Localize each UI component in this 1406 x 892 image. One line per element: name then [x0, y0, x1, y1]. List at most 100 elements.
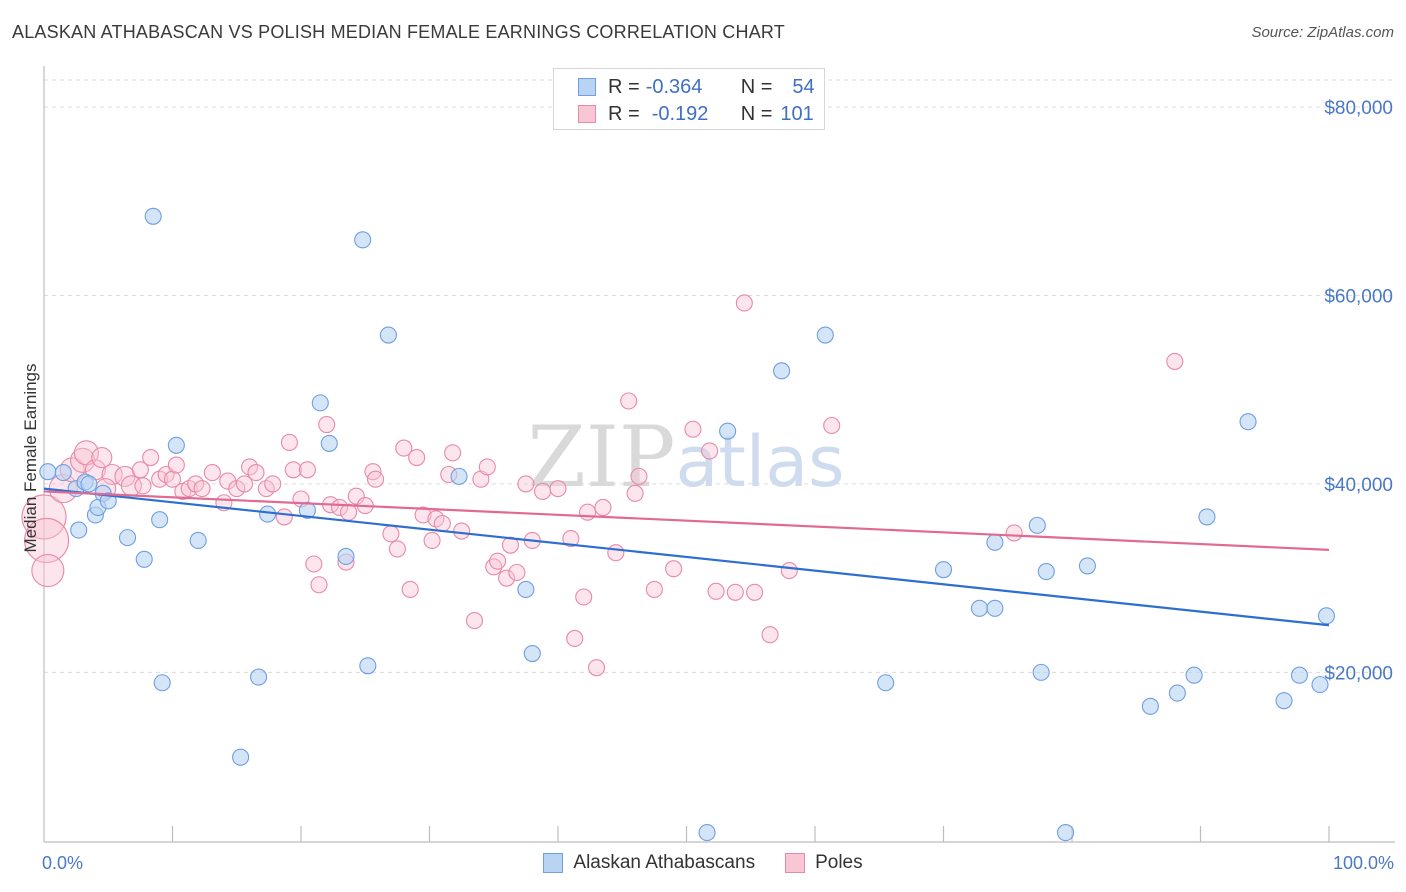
r-label: R = [608, 102, 640, 125]
point-alaskan [1057, 824, 1075, 842]
point-poles [408, 448, 426, 467]
point-poles [275, 508, 293, 526]
point-alaskan [153, 674, 171, 692]
stats-legend: R = -0.364 N = 54 R = -0.192 N = 101 [553, 68, 825, 130]
y-tick-label: $60,000 [1324, 286, 1393, 307]
point-alaskan [450, 467, 468, 485]
chart-title: ALASKAN ATHABASCAN VS POLISH MEDIAN FEMA… [12, 22, 785, 42]
point-poles [575, 588, 593, 606]
point-poles [489, 552, 507, 570]
series-poles [21, 294, 1184, 677]
legend-swatch-pink [785, 853, 806, 873]
point-poles [423, 531, 441, 550]
point-poles [562, 530, 580, 548]
point-alaskan [298, 501, 316, 519]
point-alaskan [167, 436, 185, 454]
point-alaskan [934, 561, 953, 579]
point-poles [607, 544, 625, 562]
point-poles [645, 580, 663, 599]
point-alaskan [39, 463, 57, 481]
point-alaskan [118, 529, 137, 547]
x-tick-label-max: 100.0% [1333, 853, 1394, 873]
point-poles [587, 659, 606, 677]
point-poles [388, 540, 406, 558]
point-poles [735, 294, 753, 312]
point-poles [395, 439, 413, 457]
point-poles [382, 525, 400, 543]
point-poles [298, 461, 316, 479]
point-alaskan [1078, 557, 1096, 575]
n-value: 54 [792, 75, 815, 98]
point-alaskan [1032, 663, 1050, 681]
point-poles [284, 461, 302, 479]
point-poles [453, 522, 471, 540]
n-value: 101 [780, 102, 814, 125]
r-value: -0.364 [645, 75, 703, 98]
point-alaskan [311, 394, 329, 412]
y-axis-label: Median Female Earnings [21, 364, 40, 553]
point-alaskan [773, 362, 791, 380]
point-alaskan [1275, 692, 1293, 710]
point-poles [203, 464, 221, 482]
point-alaskan [232, 748, 250, 766]
point-poles [549, 480, 567, 498]
point-poles [726, 583, 744, 601]
point-alaskan [970, 599, 989, 617]
point-poles [280, 433, 298, 452]
point-poles [498, 569, 516, 587]
point-poles [330, 498, 349, 517]
point-poles [24, 517, 70, 564]
point-poles [347, 487, 365, 505]
point-alaskan [54, 464, 72, 482]
point-poles [566, 629, 584, 648]
point-poles [508, 563, 526, 582]
point-poles [761, 626, 779, 644]
point-alaskan [80, 475, 98, 493]
point-poles [247, 464, 265, 482]
legend-label: Poles [815, 852, 863, 873]
r-value: -0.192 [651, 102, 709, 125]
trend-line-poles [43, 490, 1330, 551]
trend-line-alaskan [43, 487, 1330, 627]
point-poles [780, 562, 798, 580]
n-label: N = [740, 75, 773, 98]
y-tick-label: $80,000 [1324, 98, 1393, 119]
point-poles [665, 560, 683, 578]
source-credit: Source: ZipAtlas.com [1251, 24, 1394, 41]
point-alaskan [1028, 516, 1046, 534]
point-alaskan [135, 550, 153, 568]
legend-label: Alaskan Athabascans [573, 852, 756, 873]
point-poles [534, 482, 552, 501]
point-poles [701, 442, 719, 460]
point-poles [163, 470, 182, 488]
point-alaskan [523, 644, 541, 663]
point-poles [626, 484, 644, 502]
point-poles [823, 416, 841, 435]
watermark-zip: ZIP [527, 408, 675, 506]
point-alaskan [250, 668, 268, 686]
point-alaskan [1290, 666, 1308, 684]
point-alaskan [1311, 676, 1329, 694]
point-alaskan [189, 531, 207, 550]
point-alaskan [986, 599, 1004, 617]
swatch-blue [578, 78, 596, 96]
point-poles [264, 475, 282, 493]
point-poles [1005, 524, 1023, 542]
watermark: ZIPatlas [527, 408, 844, 506]
watermark-atlas: atlas [675, 421, 844, 503]
point-alaskan [354, 231, 372, 249]
point-poles [305, 555, 323, 573]
point-poles [1166, 352, 1184, 370]
point-poles [318, 415, 336, 434]
point-poles [366, 470, 385, 488]
point-poles [241, 458, 259, 476]
point-alaskan [1317, 607, 1335, 625]
x-tick-label-min: 0.0% [42, 853, 83, 873]
point-alaskan [359, 657, 377, 675]
point-alaskan [70, 521, 88, 539]
trend-lines [43, 487, 1330, 627]
axes [43, 66, 1395, 843]
point-poles [91, 446, 113, 469]
legend-item-poles: Poles [785, 852, 863, 874]
